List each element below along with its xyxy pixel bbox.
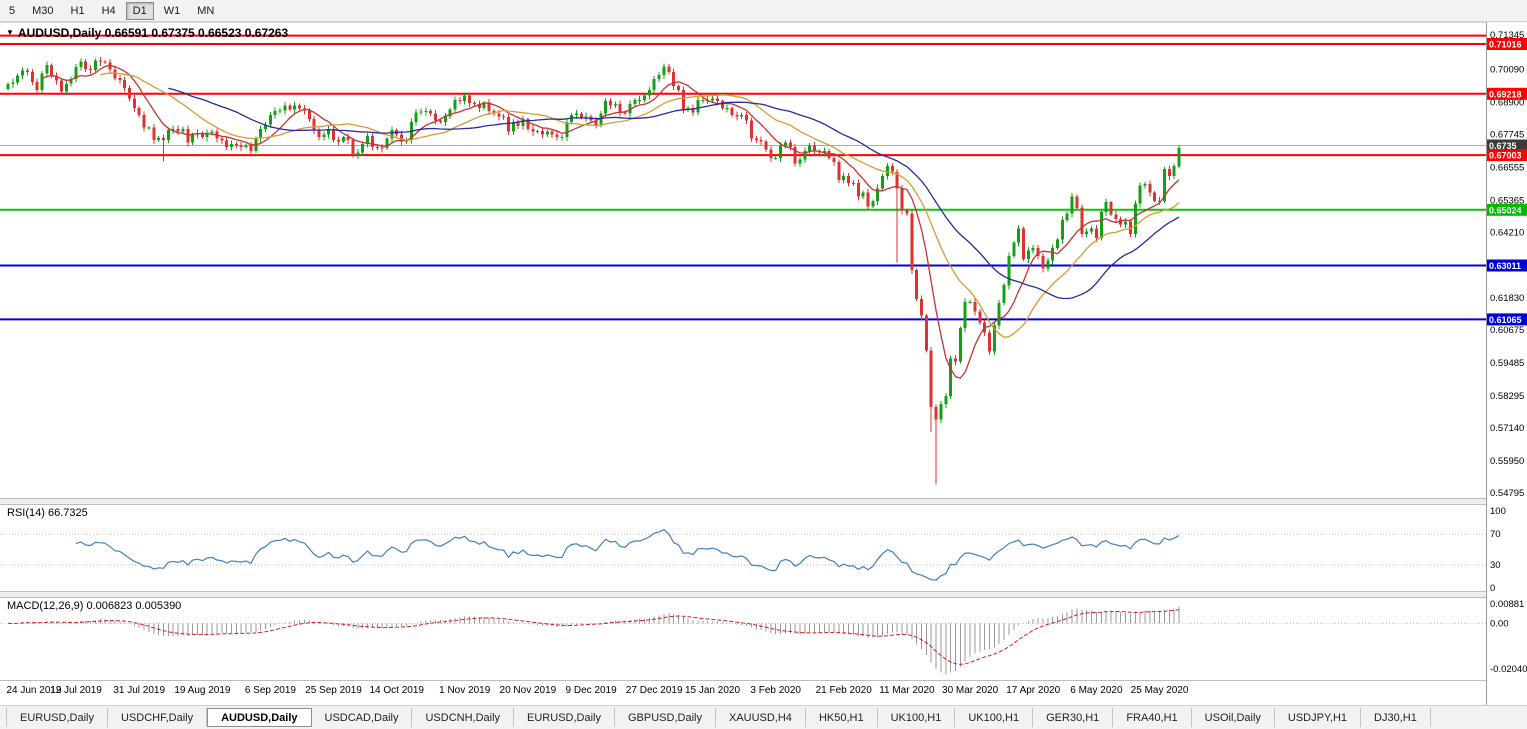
svg-text:0.61830: 0.61830 [1490,293,1524,304]
svg-text:0.54795: 0.54795 [1490,488,1524,499]
svg-text:15 Jan 2020: 15 Jan 2020 [685,685,740,696]
svg-text:25 May 2020: 25 May 2020 [1131,685,1189,696]
rsi-pane [0,528,1486,581]
svg-text:24 Jun 2019: 24 Jun 2019 [6,685,61,696]
tab-uk100-h1[interactable]: UK100,H1 [878,708,956,727]
macd-label: MACD(12,26,9) [7,600,84,612]
svg-text:0.55950: 0.55950 [1490,456,1524,467]
timeframe-button-mn[interactable]: MN [197,4,215,17]
tab-eurusd-daily[interactable]: EURUSD,Daily [514,708,615,727]
svg-text:14 Oct 2019: 14 Oct 2019 [369,685,424,696]
chart-ohlc-values: 0.66591 0.67375 0.66523 0.67263 [104,26,289,40]
chart-canvas[interactable]: 0.71345 0.70090 0.68900 0.67745 0.66555 0.653… [0,22,1527,705]
timeframe-button-w1[interactable]: W1 [163,4,181,17]
macd-pane [0,606,1486,675]
svg-text:12 Jul 2019: 12 Jul 2019 [50,685,102,696]
timeframe-toolbar: 5 M30 H1 H4 D1 W1 MN [0,0,1527,22]
timeframe-button-m30[interactable]: M30 [32,4,54,17]
svg-text:0.65365: 0.65365 [1490,195,1524,206]
svg-text:0.60675: 0.60675 [1490,325,1524,336]
svg-text:0.57140: 0.57140 [1490,423,1524,434]
svg-text:0.00881: 0.00881 [1490,599,1524,610]
rsi-label: RSI(14) [7,507,45,519]
svg-text:11 Mar 2020: 11 Mar 2020 [879,685,935,696]
svg-text:6 May 2020: 6 May 2020 [1070,685,1123,696]
svg-text:6 Sep 2019: 6 Sep 2019 [245,685,297,696]
svg-text:100: 100 [1490,506,1506,517]
tab-hk50-h1[interactable]: HK50,H1 [806,708,878,727]
rsi-value: 66.7325 [47,507,88,519]
tab-usdcnh-daily[interactable]: USDCNH,Daily [412,708,515,727]
timeframe-button-d1[interactable]: D1 [125,1,154,20]
svg-text:-0.02040: -0.02040 [1490,664,1527,675]
chart-window: 0.71345 0.70090 0.68900 0.67745 0.66555 0.653… [0,22,1527,705]
horizontal-level-lines [0,34,1486,321]
svg-text:0.69218: 0.69218 [1489,89,1522,99]
timeframe-button-h1[interactable]: H1 [70,4,85,17]
svg-text:70: 70 [1490,529,1501,540]
svg-text:0.67003: 0.67003 [1489,151,1522,161]
timeframe-button-5[interactable]: 5 [9,4,16,17]
tab-uk100-h1[interactable]: UK100,H1 [955,708,1034,727]
svg-text:0.6735: 0.6735 [1489,141,1517,151]
tab-fra40-h1[interactable]: FRA40,H1 [1113,708,1192,727]
svg-text:1 Nov 2019: 1 Nov 2019 [439,685,491,696]
svg-text:9 Dec 2019: 9 Dec 2019 [566,685,618,696]
svg-text:0.66555: 0.66555 [1490,163,1524,174]
moving-average-lines [41,64,1180,379]
svg-text:3 Feb 2020: 3 Feb 2020 [750,685,801,696]
tab-eurusd-daily[interactable]: EURUSD,Daily [6,708,108,727]
svg-text:17 Apr 2020: 17 Apr 2020 [1006,685,1060,696]
chart-tabs-bar: EURUSD,Daily USDCHF,Daily AUDUSD,Daily USDC… [0,705,1527,729]
svg-text:0.71345: 0.71345 [1490,30,1524,41]
svg-text:0.65024: 0.65024 [1489,205,1522,215]
svg-text:0.59485: 0.59485 [1490,358,1524,369]
svg-text:0: 0 [1490,583,1495,594]
svg-text:30: 30 [1490,560,1501,571]
svg-text:20 Nov 2019: 20 Nov 2019 [500,685,557,696]
price-scale[interactable]: 0.71345 0.70090 0.68900 0.67745 0.66555 0.653… [1486,22,1527,705]
tab-usoil-daily[interactable]: USOil,Daily [1192,708,1275,727]
tab-usdcad-daily[interactable]: USDCAD,Daily [312,708,413,727]
macd-values: 0.006823 0.005390 [86,600,182,612]
svg-text:0.63011: 0.63011 [1489,261,1521,271]
tab-usdchf-daily[interactable]: USDCHF,Daily [108,708,208,727]
svg-text:30 Mar 2020: 30 Mar 2020 [942,685,999,696]
svg-text:0.64210: 0.64210 [1490,227,1524,238]
svg-text:0.70090: 0.70090 [1490,65,1524,76]
macd-indicator-title: MACD(12,26,9) 0.006823 0.005390 [7,600,181,612]
svg-text:25 Sep 2019: 25 Sep 2019 [305,685,362,696]
svg-text:0.00: 0.00 [1490,618,1509,629]
symbol-dropdown-icon[interactable]: ▼ [6,28,14,37]
tab-ger30-h1[interactable]: GER30,H1 [1033,708,1114,727]
svg-text:0.67745: 0.67745 [1490,130,1524,141]
tab-dj30-h1[interactable]: DJ30,H1 [1361,708,1431,727]
svg-text:21 Feb 2020: 21 Feb 2020 [816,685,873,696]
timeframe-button-h4[interactable]: H4 [101,4,116,17]
svg-text:27 Dec 2019: 27 Dec 2019 [626,685,683,696]
chart-symbol-period: AUDUSD,Daily [17,26,102,40]
tab-usdjpy-h1[interactable]: USDJPY,H1 [1275,708,1362,727]
svg-text:0.58295: 0.58295 [1490,391,1524,402]
svg-text:31 Jul 2019: 31 Jul 2019 [113,685,165,696]
svg-text:0.71016: 0.71016 [1489,40,1522,50]
rsi-indicator-title: RSI(14) 66.7325 [7,507,88,519]
tab-xauusd-h4[interactable]: XAUUSD,H4 [716,708,806,727]
tab-gbpusd-daily[interactable]: GBPUSD,Daily [615,708,716,727]
svg-text:0.68900: 0.68900 [1490,98,1524,109]
svg-text:19 Aug 2019: 19 Aug 2019 [174,685,231,696]
tab-audusd-daily[interactable]: AUDUSD,Daily [207,708,312,727]
svg-text:0.61065: 0.61065 [1489,315,1522,325]
chart-title: ▼ AUDUSD,Daily 0.66591 0.67375 0.66523 0.… [6,26,288,40]
